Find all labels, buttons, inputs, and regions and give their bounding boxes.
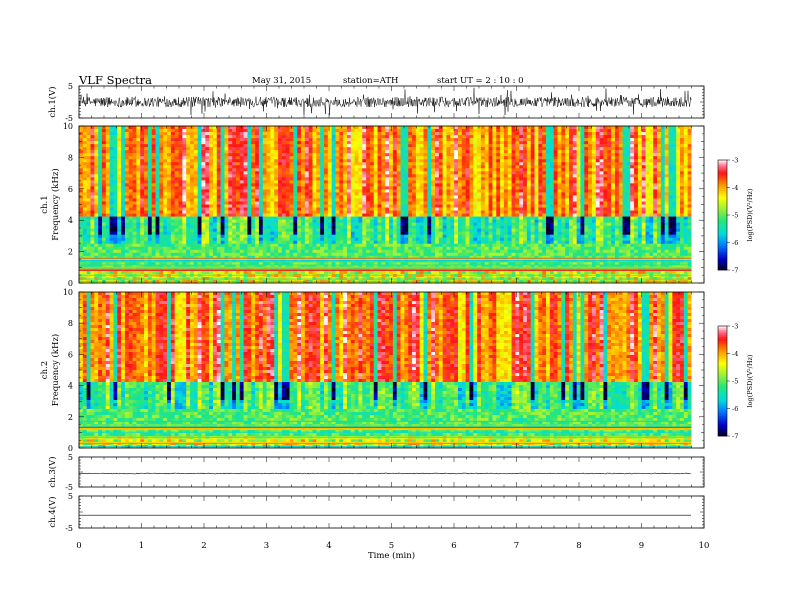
ch1-spectrogram-colorbar-tick-label: -3 bbox=[732, 157, 738, 165]
chart-title: VLF Spectra bbox=[79, 73, 153, 87]
ch3-wave-ytick-label: -5 bbox=[65, 483, 73, 492]
ch2-spectrogram-image bbox=[79, 292, 704, 449]
ch1-spectrogram-colorbar-tick-label: -7 bbox=[732, 267, 738, 275]
ch2-spectrogram-colorbar-tick-label: -4 bbox=[732, 350, 738, 358]
ch1-spectrogram-ytick-label: 2 bbox=[68, 248, 73, 257]
ch4-wave-ylabel: ch.4(V) bbox=[47, 496, 58, 527]
ch2-spectrogram-colorbar-tick-label: -7 bbox=[732, 433, 738, 441]
x-tick-label: 5 bbox=[389, 541, 394, 551]
ch1-spectrogram-colorbar-tick-label: -6 bbox=[732, 239, 738, 247]
ch1-spectrogram-colorbar: -3 -4 -5 -6 -7 log(PSD)(V²/Hz) bbox=[717, 157, 754, 275]
ch1-spectrogram-ytick-label: 0 bbox=[68, 279, 73, 288]
ch2-spectrogram-ylabel-frequency: Frequency (kHz) bbox=[50, 334, 61, 406]
ch2-spectrogram-colorbar-label: log(PSD)(V²/Hz) bbox=[746, 354, 754, 407]
ch1-spectrogram-ylabel-frequency: Frequency (kHz) bbox=[50, 168, 61, 240]
ch1-wave-ytick-label: 5 bbox=[68, 82, 73, 91]
ch1-spectrogram-colorbar-tick-label: -5 bbox=[732, 212, 738, 220]
ch1-spectrogram-ylabel-channel: ch.1 bbox=[40, 195, 50, 213]
ch2-spectrogram-ytick-label: 2 bbox=[68, 413, 73, 422]
x-tick-label: 10 bbox=[699, 541, 710, 551]
ch3-wave-line bbox=[78, 472, 692, 475]
x-tick-label: 0 bbox=[76, 541, 81, 551]
start-time-label: start UT = 2 : 10 : 0 bbox=[437, 76, 524, 86]
x-tick-label: 9 bbox=[639, 541, 644, 551]
x-tick-label: 7 bbox=[514, 541, 519, 551]
x-tick-label: 1 bbox=[139, 541, 144, 551]
ch4-wave-ytick-label: -5 bbox=[65, 524, 73, 533]
ch3-wave-ylabel: ch.3(V) bbox=[47, 456, 58, 487]
ch1-waveform-line bbox=[78, 87, 692, 116]
ch2-spectrogram-colorbar-tick-label: -3 bbox=[732, 323, 738, 331]
ch4-wave-ytick-label: 5 bbox=[68, 492, 73, 501]
x-tick-label: 6 bbox=[451, 541, 456, 551]
x-tick-label: 4 bbox=[326, 541, 331, 551]
ch2-spectrogram-colorbar-tick-label: -6 bbox=[732, 405, 738, 413]
x-tick-label: 2 bbox=[201, 541, 206, 551]
ch2-spectrogram-ytick-label: 8 bbox=[68, 319, 73, 328]
ch1-spectrogram-ytick-label: 4 bbox=[68, 216, 73, 225]
ch2-spectrogram-ytick-label: 10 bbox=[63, 288, 73, 297]
ch2-spectrogram-ytick-label: 4 bbox=[68, 382, 73, 391]
ch1-wave-ylabel: ch.1(V) bbox=[47, 86, 58, 117]
x-axis-label: Time (min) bbox=[368, 550, 415, 561]
ch1-spectrogram-colorbar-tick-label: -4 bbox=[732, 184, 738, 192]
station-label: station=ATH bbox=[343, 76, 399, 86]
ch3-wave-ytick-label: 5 bbox=[68, 453, 73, 462]
ch1-spectrogram-ytick-label: 6 bbox=[68, 185, 73, 194]
ch2-spectrogram-ytick-label: 6 bbox=[68, 350, 73, 359]
ch2-spectrogram-colorbar-tick-label: -5 bbox=[732, 378, 738, 386]
ch1-spectrogram-ytick-label: 10 bbox=[63, 122, 73, 131]
ch2-spectrogram-ytick-label: 0 bbox=[68, 444, 73, 453]
ch1-wave-ytick-label: -5 bbox=[65, 114, 73, 123]
ch1-spectrogram-colorbar-label: log(PSD)(V²/Hz) bbox=[746, 188, 754, 241]
ch1-spectrogram-image bbox=[79, 126, 704, 284]
ch2-spectrogram-ylabel-channel: ch.2 bbox=[40, 361, 50, 379]
date-label: May 31, 2015 bbox=[252, 76, 312, 86]
x-tick-label: 8 bbox=[576, 541, 581, 551]
ch1-spectrogram-ytick-label: 8 bbox=[68, 153, 73, 162]
x-tick-label: 3 bbox=[264, 541, 269, 551]
ch2-spectrogram-colorbar: -3 -4 -5 -6 -7 log(PSD)(V²/Hz) bbox=[717, 323, 754, 441]
